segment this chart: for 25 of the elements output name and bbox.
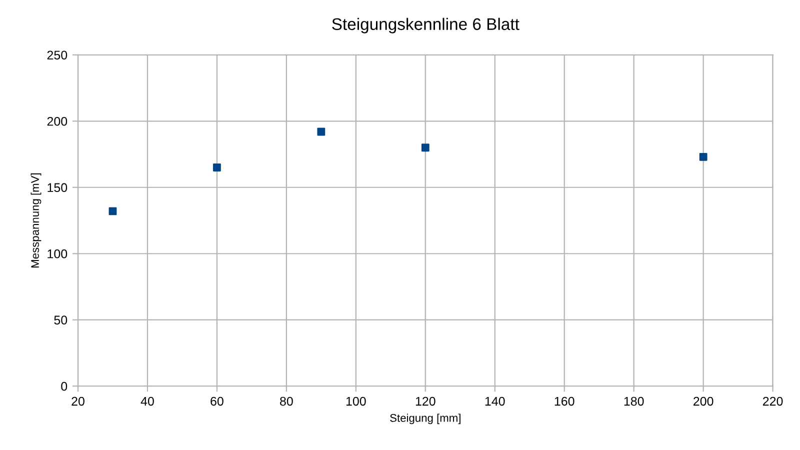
x-tick-label: 80 — [280, 396, 293, 406]
x-tick-label: 220 — [763, 396, 783, 406]
x-tick-label: 20 — [72, 396, 84, 406]
x-tick-label: 60 — [210, 396, 224, 406]
x-axis-title: Steigung [mm] — [390, 414, 460, 424]
point — [421, 144, 430, 152]
x-tick-label: 120 — [416, 396, 436, 406]
x-tick-label: 160 — [554, 396, 574, 406]
chart-title: Steigungskennline 6 Blatt — [332, 18, 520, 34]
point — [317, 128, 326, 136]
x-tick-label: 140 — [485, 396, 505, 406]
y-tick-label: 100 — [48, 249, 68, 258]
y-tick-label: 250 — [47, 50, 68, 60]
point — [108, 207, 117, 216]
x-tick-label: 100 — [346, 396, 366, 406]
y-tick-label: 150 — [48, 183, 68, 192]
y-tick-label: 50 — [54, 316, 68, 325]
y-tick-label: 0 — [61, 382, 68, 391]
x-tick-label: 40 — [140, 396, 154, 406]
y-axis-title: Messpannung [mV] — [30, 173, 42, 268]
x-tick-label: 180 — [624, 396, 644, 406]
y-tick-label: 200 — [47, 116, 68, 126]
point — [699, 152, 708, 161]
point — [213, 164, 221, 172]
x-tick-label: 200 — [694, 396, 714, 406]
